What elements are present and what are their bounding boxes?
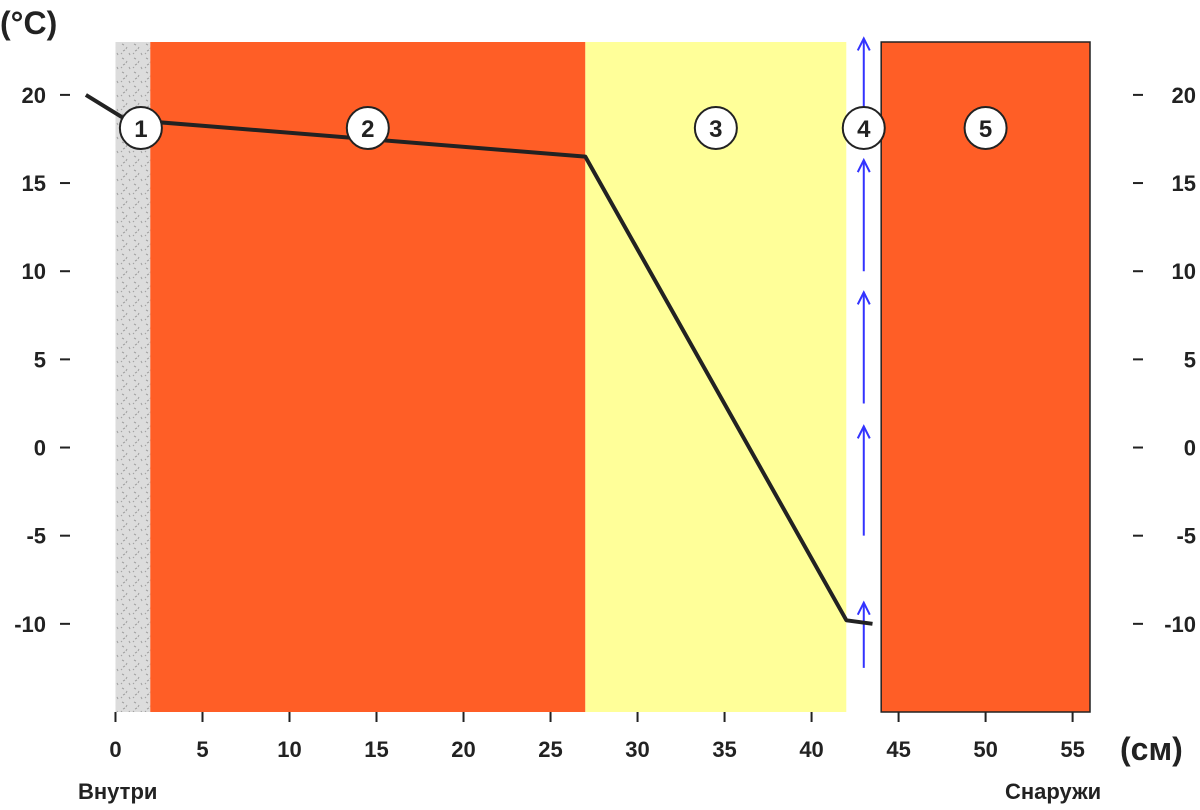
airflow-arrow <box>856 290 871 404</box>
layer-1 <box>115 42 151 712</box>
layer-badge-1: 1 <box>118 106 163 150</box>
layer-badge-circle <box>693 106 738 150</box>
layer-2 <box>150 42 586 712</box>
right-y-tick-label: 5 <box>1184 347 1196 372</box>
layer-badge-3: 3 <box>693 106 738 150</box>
x-tick-label: 30 <box>625 737 649 762</box>
right-y-tick-label: -10 <box>1164 612 1196 637</box>
series-group <box>84 93 873 626</box>
layer-badge-label: 1 <box>134 116 147 143</box>
airflow-arrow <box>856 424 871 536</box>
y-tick-label: 15 <box>22 171 46 196</box>
temperature-line <box>84 93 873 626</box>
right-y-tick-label: 15 <box>1172 171 1196 196</box>
y-tick-label: 10 <box>22 259 46 284</box>
layer-badge-label: 5 <box>979 116 992 143</box>
layer-5 <box>880 41 1091 713</box>
x-unit-label: (см) <box>1120 731 1183 767</box>
x-tick-label: 10 <box>277 737 301 762</box>
y-tick-label: 20 <box>22 83 46 108</box>
y-tick-label: -5 <box>26 524 46 549</box>
x-tick-label: 35 <box>712 737 736 762</box>
layer-badge-2: 2 <box>345 106 390 150</box>
airflow-arrow-head <box>856 290 871 305</box>
y-tick-label: 5 <box>34 347 46 372</box>
airflow-arrow-head <box>856 600 871 616</box>
airflow-arrow-head <box>856 424 871 439</box>
right-side-label: Снаружи <box>1005 779 1101 804</box>
right-y-tick-label: 20 <box>1172 83 1196 108</box>
x-tick-label: 40 <box>799 737 823 762</box>
badges-group: 1 2 3 4 5 <box>118 106 1008 150</box>
x-tick-label: 55 <box>1060 737 1084 762</box>
layer-badge-circle <box>841 106 886 150</box>
left-side-label: Внутри <box>78 779 157 804</box>
layer-3 <box>585 42 847 712</box>
x-tick-label: 5 <box>196 737 208 762</box>
x-tick-label: 50 <box>973 737 997 762</box>
y-tick-label: -10 <box>14 612 46 637</box>
right-y-tick-label: -5 <box>1176 524 1196 549</box>
layers-group <box>115 41 1091 713</box>
x-tick-label: 45 <box>886 737 910 762</box>
x-tick-label: 15 <box>364 737 388 762</box>
right-y-tick-label: 0 <box>1184 436 1196 461</box>
layer-badge-circle <box>963 106 1008 150</box>
layer-badge-label: 2 <box>361 116 374 143</box>
y-tick-label: 0 <box>34 436 46 461</box>
layer-badge-label: 3 <box>709 116 722 143</box>
airflow-arrow-head <box>856 157 871 173</box>
airflow-arrow <box>856 600 871 668</box>
right-y-tick-label: 10 <box>1172 259 1196 284</box>
layer-badge-label: 4 <box>857 116 871 143</box>
x-tick-label: 0 <box>109 737 121 762</box>
airflow-arrow <box>856 157 871 272</box>
x-tick-label: 20 <box>451 737 475 762</box>
layer-badge-circle <box>118 106 163 150</box>
layer-badge-circle <box>345 106 390 150</box>
layer-badge-5: 5 <box>963 106 1008 150</box>
x-tick-label: 25 <box>538 737 562 762</box>
airflow-arrow-head <box>856 36 871 51</box>
y-unit-label: (°C) <box>0 5 57 41</box>
layer-badge-4: 4 <box>841 106 886 150</box>
